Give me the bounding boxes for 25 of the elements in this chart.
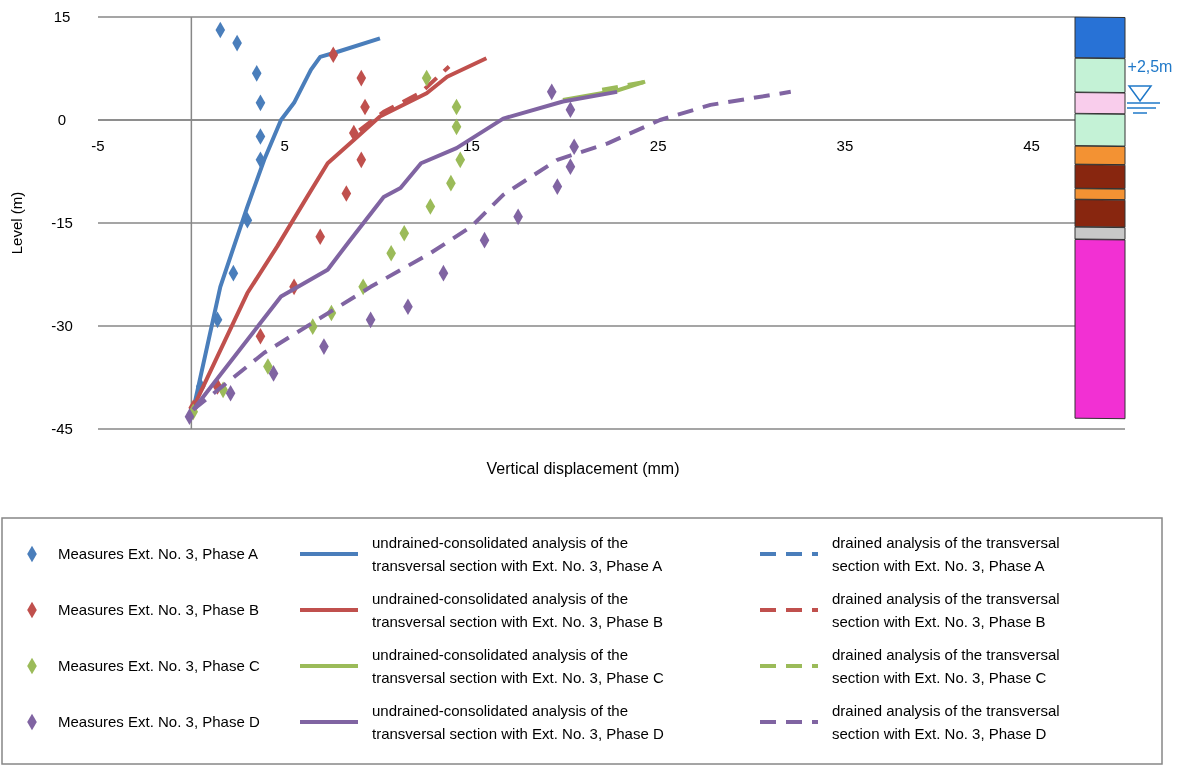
legend-label: undrained-consolidated analysis of the transversal section with Ext. No. 3, Phase D	[372, 701, 664, 742]
x-tick-label: 35	[836, 137, 854, 154]
legend-label: Measures Ext. No. 3, Phase D	[58, 713, 260, 730]
legend-label: drained analysis of the transversal section with Ext. No. 3, Phase A	[832, 533, 1060, 574]
x-tick-label: 25	[649, 137, 667, 154]
legend-label: drained analysis of the transversal section with Ext. No. 3, Phase B	[832, 589, 1060, 630]
legend-label: undrained-consolidated analysis of the transversal section with Ext. No. 3, Phase A	[372, 533, 663, 574]
y-tick-label: -45	[51, 420, 73, 437]
y-axis-title: Level (m)	[8, 191, 25, 255]
legend-label: Measures Ext. No. 3, Phase A	[58, 545, 259, 562]
x-tick-label: 5	[280, 137, 289, 154]
legend-label: drained analysis of the transversal section with Ext. No. 3, Phase C	[832, 645, 1060, 686]
x-tick-label: -5	[91, 137, 105, 154]
legend-label: Measures Ext. No. 3, Phase B	[58, 601, 259, 618]
legend-label: undrained-consolidated analysis of the transversal section with Ext. No. 3, Phase C	[372, 645, 664, 686]
legend-label: undrained-consolidated analysis of the transversal section with Ext. No. 3, Phase B	[372, 589, 663, 630]
y-tick-label: -15	[51, 214, 73, 231]
y-tick-label: 0	[57, 111, 67, 128]
legend-label: Measures Ext. No. 3, Phase C	[58, 657, 260, 674]
text: +2,5m	[1127, 58, 1173, 75]
x-tick-label: 45	[1023, 137, 1040, 154]
y-tick-label: -30	[51, 317, 73, 334]
x-axis-title: Vertical displacement (mm)	[486, 460, 680, 477]
y-tick-label: 15	[53, 8, 71, 25]
legend-label: drained analysis of the transversal section with Ext. No. 3, Phase D	[832, 701, 1060, 742]
